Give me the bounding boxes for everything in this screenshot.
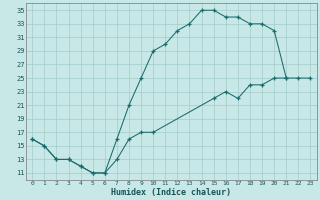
- X-axis label: Humidex (Indice chaleur): Humidex (Indice chaleur): [111, 188, 231, 197]
